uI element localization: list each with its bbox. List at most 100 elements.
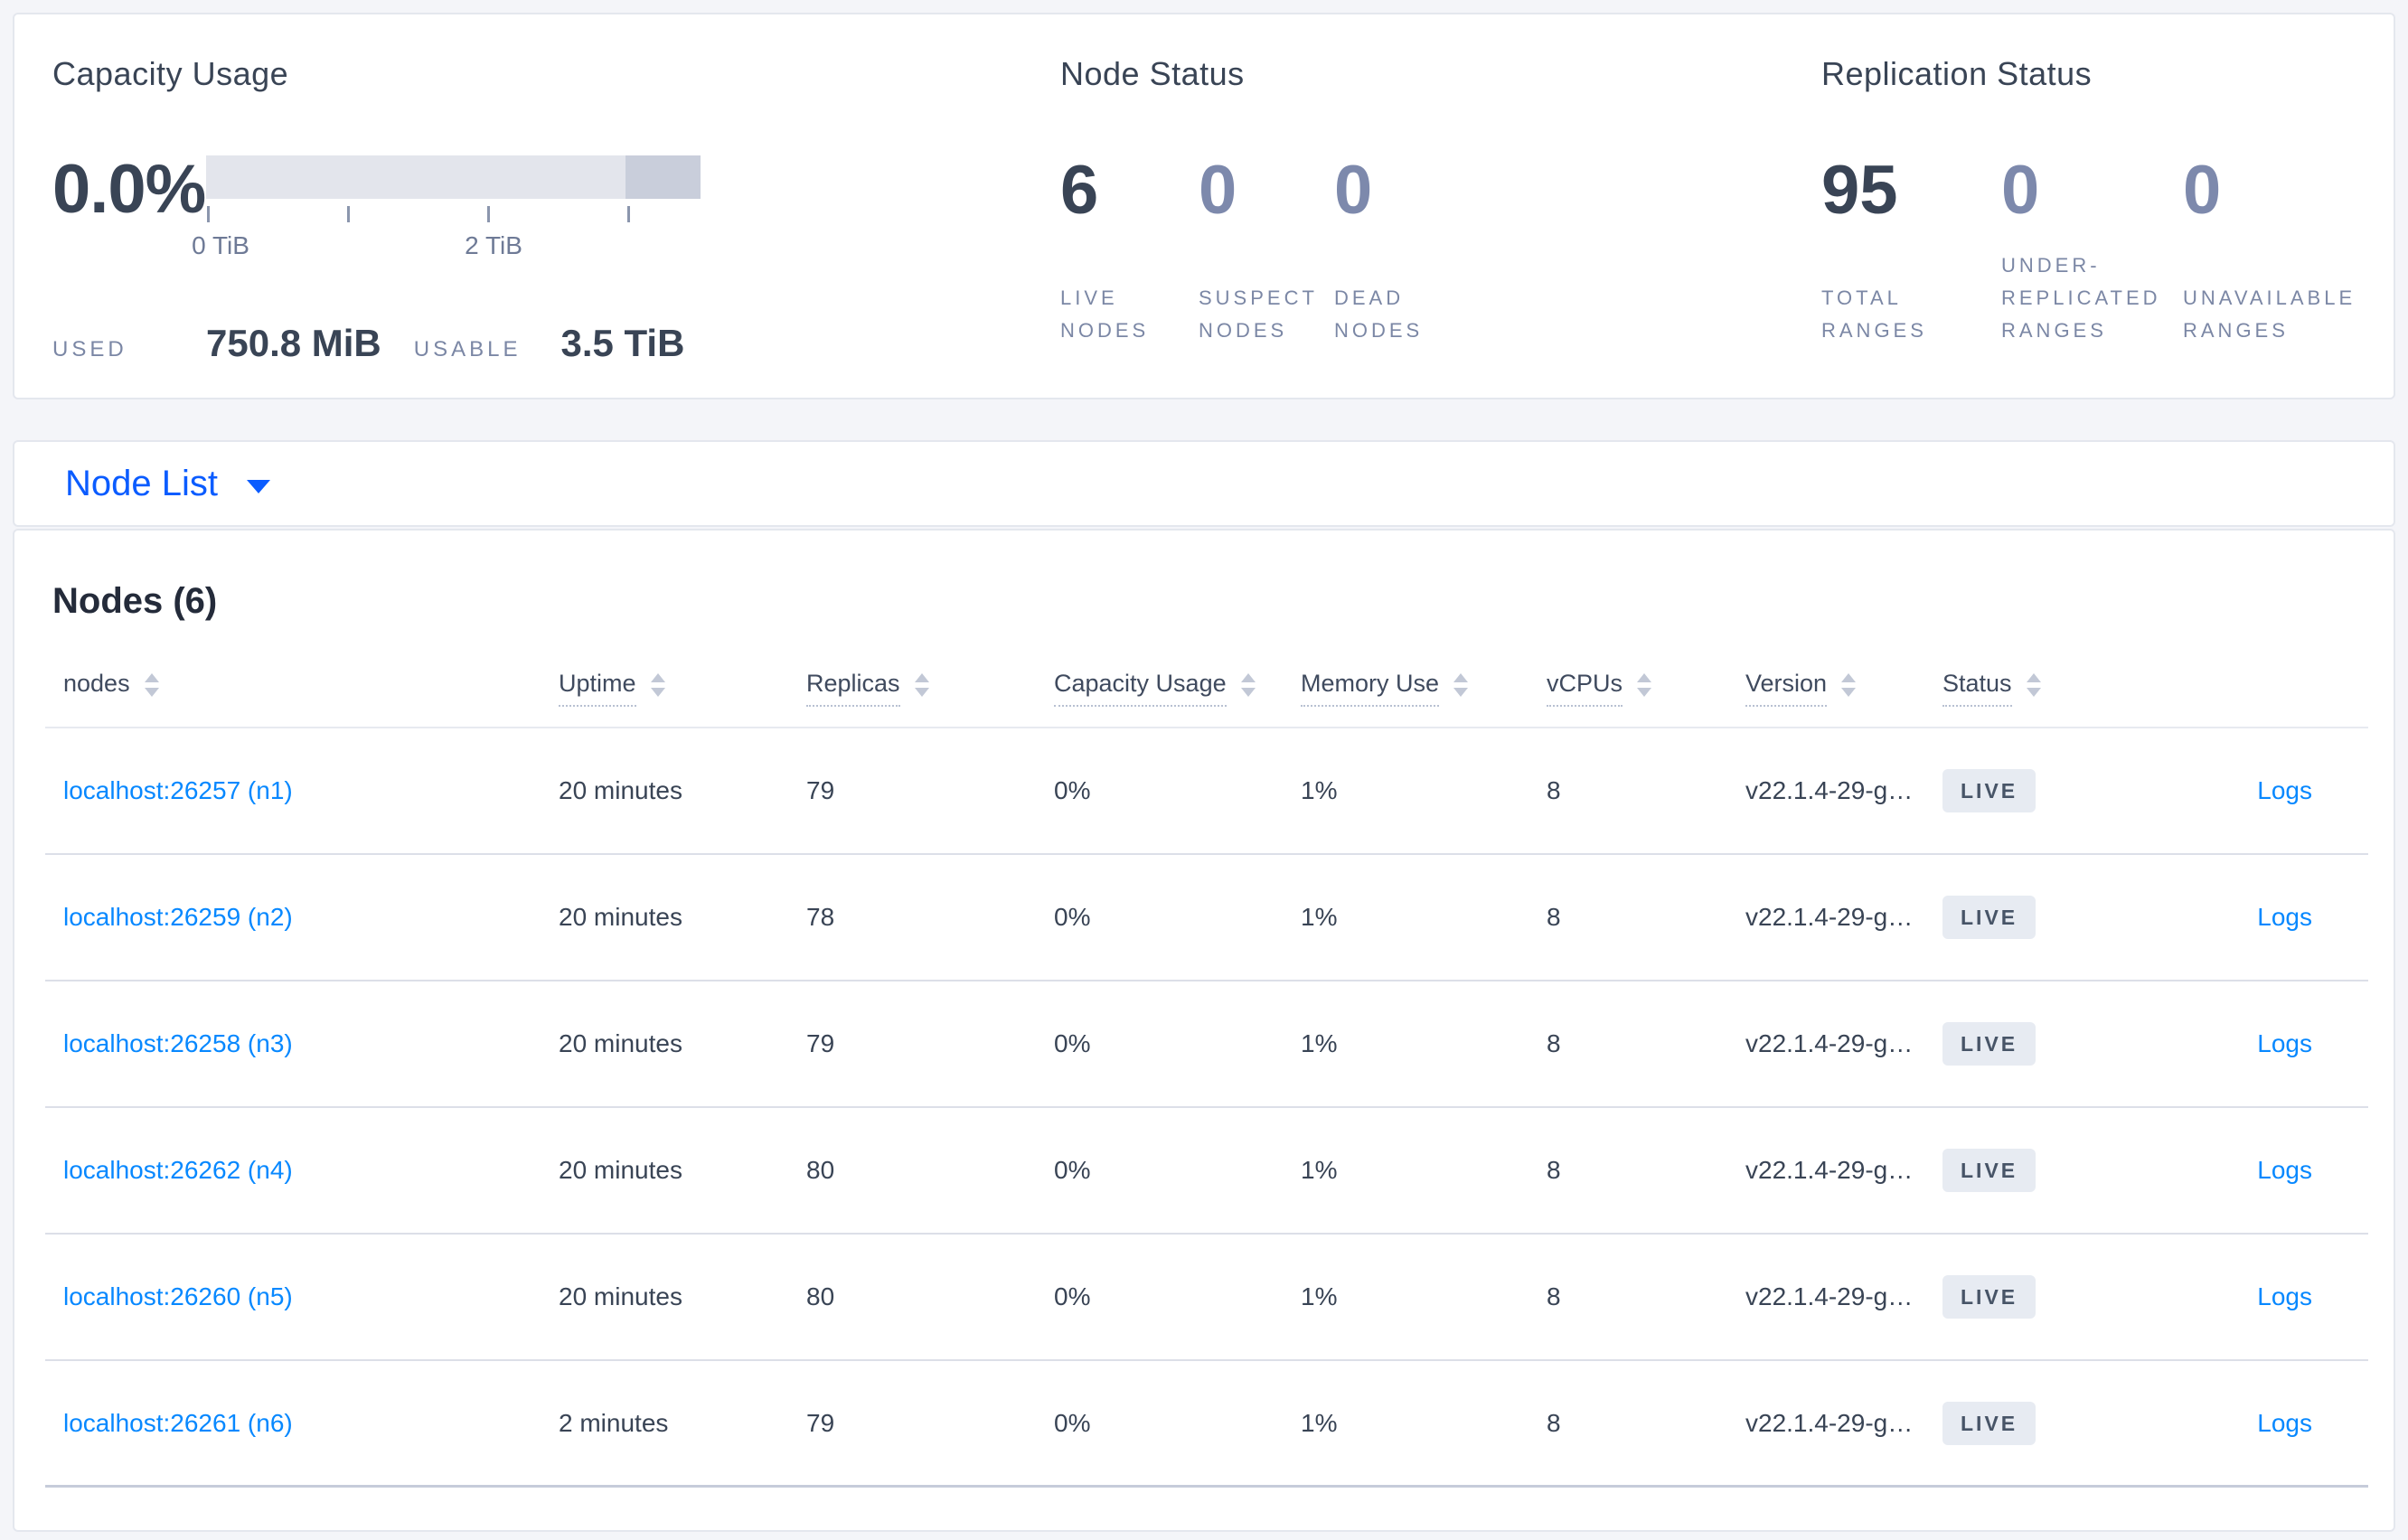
logs-link[interactable]: Logs	[2257, 776, 2312, 804]
used-label: USED	[52, 337, 127, 362]
node-status-section: Node Status 6 0 0 LIVE NODES SUSPECT NOD…	[1060, 54, 1821, 398]
total-ranges-label: TOTAL RANGES	[1821, 286, 1927, 342]
capacity-cell: 0%	[1054, 903, 1091, 931]
chevron-down-icon	[246, 479, 270, 493]
capacity-cell: 0%	[1054, 1282, 1091, 1310]
capacity-cell: 0%	[1054, 1029, 1091, 1057]
capacity-bar	[206, 155, 701, 199]
nodes-title: Nodes (6)	[52, 581, 218, 621]
nodes-panel: Nodes (6) nodes Uptime Replicas Capacity…	[13, 529, 2395, 1532]
status-badge: LIVE	[1942, 1401, 2036, 1445]
column-header-version[interactable]: Version	[1727, 670, 1924, 707]
column-header-replicas[interactable]: Replicas	[788, 670, 1036, 707]
vcpus-cell: 8	[1547, 1156, 1561, 1184]
uptime-cell: 20 minutes	[559, 776, 682, 804]
usable-label: USABLE	[413, 337, 522, 362]
cluster-summary-card: Capacity Usage 0.0% 0 TiB 2 TiB USED	[13, 13, 2395, 399]
memory-cell: 1%	[1301, 1282, 1338, 1310]
sort-icon[interactable]	[144, 673, 159, 697]
replication-status-section: Replication Status 95 0 0 TOTAL RANGES U…	[1821, 54, 2394, 398]
axis-tick-2	[487, 206, 490, 222]
unavailable-ranges-label: UNAVAILABLE RANGES	[2183, 286, 2356, 342]
capacity-cell: 0%	[1054, 776, 1091, 804]
under-replicated-ranges-label: UNDER-REPLICATED RANGES	[2001, 254, 2161, 342]
node-link[interactable]: localhost:26257 (n1)	[63, 776, 293, 804]
column-header-uptime[interactable]: Uptime	[541, 670, 788, 707]
capacity-usage-section: Capacity Usage 0.0% 0 TiB 2 TiB USED	[52, 54, 1060, 398]
table-row: localhost:26257 (n1) 20 minutes 79 0% 1%…	[45, 728, 2368, 855]
sort-icon[interactable]	[1240, 673, 1256, 697]
status-badge: LIVE	[1942, 769, 2036, 812]
sort-icon[interactable]	[1841, 673, 1857, 697]
uptime-cell: 2 minutes	[559, 1408, 669, 1437]
column-header-memory-use[interactable]: Memory Use	[1283, 670, 1529, 707]
version-cell: v22.1.4-29-g…	[1745, 903, 1914, 931]
axis-tick-3	[627, 206, 630, 222]
status-badge: LIVE	[1942, 1275, 2036, 1319]
suspect-nodes-value: 0	[1199, 152, 1237, 229]
capacity-usage-title: Capacity Usage	[52, 55, 289, 92]
nodes-table: nodes Uptime Replicas Capacity Usage Mem…	[45, 670, 2368, 1488]
capacity-percent: 0.0%	[52, 151, 206, 228]
logs-link[interactable]: Logs	[2257, 903, 2312, 931]
memory-cell: 1%	[1301, 776, 1338, 804]
replicas-cell: 78	[806, 903, 835, 931]
dead-nodes-value: 0	[1334, 152, 1373, 229]
uptime-cell: 20 minutes	[559, 1029, 682, 1057]
memory-cell: 1%	[1301, 1156, 1338, 1184]
vcpus-cell: 8	[1547, 776, 1561, 804]
node-status-labels: LIVE NODES SUSPECT NODES DEAD NODES	[1060, 226, 1821, 347]
suspect-nodes-label: SUSPECT NODES	[1199, 286, 1318, 342]
column-header-logs	[2123, 670, 2368, 707]
capacity-bar-dark-segment	[626, 155, 701, 199]
table-row: localhost:26262 (n4) 20 minutes 80 0% 1%…	[45, 1108, 2368, 1235]
node-link[interactable]: localhost:26262 (n4)	[63, 1156, 293, 1184]
node-link[interactable]: localhost:26261 (n6)	[63, 1408, 293, 1437]
vcpus-cell: 8	[1547, 1408, 1561, 1437]
logs-link[interactable]: Logs	[2257, 1156, 2312, 1184]
dead-nodes-label: DEAD NODES	[1334, 286, 1424, 342]
column-header-status[interactable]: Status	[1924, 670, 2123, 707]
uptime-cell: 20 minutes	[559, 1282, 682, 1310]
sort-icon[interactable]	[1637, 673, 1652, 697]
table-header-row: nodes Uptime Replicas Capacity Usage Mem…	[45, 670, 2368, 728]
capacity-bar-chart: 0.0% 0 TiB 2 TiB	[52, 155, 1060, 275]
memory-cell: 1%	[1301, 903, 1338, 931]
table-row: localhost:26259 (n2) 20 minutes 78 0% 1%…	[45, 855, 2368, 981]
logs-link[interactable]: Logs	[2257, 1029, 2312, 1057]
replicas-cell: 79	[806, 1029, 835, 1057]
node-link[interactable]: localhost:26258 (n3)	[63, 1029, 293, 1057]
status-badge: LIVE	[1942, 896, 2036, 939]
version-cell: v22.1.4-29-g…	[1745, 1408, 1914, 1437]
node-list-dropdown[interactable]: Node List	[65, 464, 270, 504]
unavailable-ranges-value: 0	[2183, 152, 2222, 229]
capacity-cell: 0%	[1054, 1156, 1091, 1184]
total-ranges-value: 95	[1821, 152, 1898, 229]
table-row: localhost:26261 (n6) 2 minutes 79 0% 1% …	[45, 1361, 2368, 1488]
column-header-vcpus[interactable]: vCPUs	[1529, 670, 1727, 707]
node-list-dropdown-label: Node List	[65, 463, 218, 503]
axis-tick-0	[207, 206, 210, 222]
used-value: 750.8 MiB	[206, 322, 381, 364]
status-badge: LIVE	[1942, 1022, 2036, 1066]
version-cell: v22.1.4-29-g…	[1745, 1156, 1914, 1184]
memory-cell: 1%	[1301, 1029, 1338, 1057]
status-badge: LIVE	[1942, 1149, 2036, 1192]
sort-icon[interactable]	[1453, 673, 1469, 697]
sort-icon[interactable]	[2026, 673, 2041, 697]
view-selector-strip: Node List	[13, 440, 2395, 527]
replicas-cell: 79	[806, 776, 835, 804]
node-link[interactable]: localhost:26260 (n5)	[63, 1282, 293, 1310]
capacity-summary-row: USED 750.8 MiB USABLE 3.5 TiB	[52, 322, 1060, 365]
node-link[interactable]: localhost:26259 (n2)	[63, 903, 293, 931]
logs-link[interactable]: Logs	[2257, 1282, 2312, 1310]
column-header-nodes[interactable]: nodes	[45, 670, 541, 707]
column-header-capacity-usage[interactable]: Capacity Usage	[1036, 670, 1283, 707]
vcpus-cell: 8	[1547, 903, 1561, 931]
sort-icon[interactable]	[650, 673, 665, 697]
replicas-cell: 79	[806, 1408, 835, 1437]
logs-link[interactable]: Logs	[2257, 1408, 2312, 1437]
sort-icon[interactable]	[914, 673, 929, 697]
capacity-cell: 0%	[1054, 1408, 1091, 1437]
